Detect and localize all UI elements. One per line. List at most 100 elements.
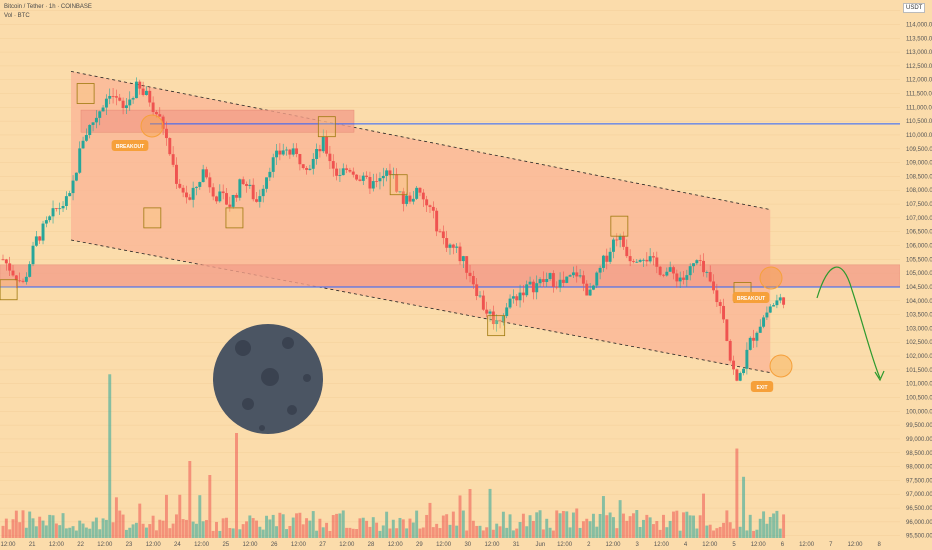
volume-bar — [195, 523, 198, 538]
candle-body — [581, 275, 585, 284]
volume-bar — [385, 511, 389, 538]
volume-bar — [745, 530, 749, 538]
volume-bar — [475, 525, 479, 538]
candle-body — [201, 169, 205, 183]
volume-bar — [638, 527, 642, 538]
volume-bar — [775, 510, 779, 538]
candle-body — [702, 260, 705, 273]
time-axis[interactable]: 12:00 21 12:00 22 12:00 23 12:00 24 12:00 25 12:00… — [0, 542, 881, 548]
volume-bar — [11, 519, 15, 538]
candle-body — [14, 275, 18, 281]
volume-bar — [211, 530, 215, 538]
moon-crater — [287, 405, 297, 415]
candle-body — [24, 276, 28, 282]
candle-body — [692, 263, 695, 267]
volume-bar — [278, 512, 282, 538]
price-tick-label: 109,000.00 — [906, 161, 932, 167]
candle-body — [84, 135, 88, 141]
moon-crater — [235, 340, 251, 356]
candle-body — [775, 300, 779, 306]
volume-bar — [395, 528, 399, 538]
volume-bar — [285, 529, 289, 538]
price-tick-label: 101,500.00 — [906, 368, 932, 374]
candle-body — [278, 150, 282, 155]
candle-body — [772, 305, 776, 307]
candle-body — [575, 272, 579, 277]
channel-lower-line — [70, 239, 771, 374]
volume-bar — [248, 515, 252, 538]
volume-bar — [94, 517, 98, 538]
candle-body — [765, 312, 769, 318]
candle-body — [71, 180, 75, 194]
time-tick-label: 4 — [684, 542, 688, 548]
candle-body — [251, 184, 255, 200]
candle-body — [48, 216, 52, 221]
volume-bar — [218, 530, 222, 538]
volume-bar — [545, 518, 549, 538]
volume-bar — [411, 522, 415, 538]
price-tick-label: 98,500.00 — [906, 451, 932, 457]
volume-bar — [508, 514, 512, 538]
volume-bar — [271, 514, 275, 538]
candle-body — [728, 340, 732, 361]
currency-unit-label[interactable]: USDT — [903, 3, 926, 13]
volume-bar — [161, 520, 165, 538]
volume-bar — [71, 526, 75, 538]
candle-body — [398, 191, 402, 193]
candle-body — [121, 100, 125, 108]
time-tick-label: 29 — [416, 542, 423, 548]
volume-bar — [521, 513, 525, 538]
candle-body — [44, 220, 48, 224]
candle-body — [568, 275, 572, 277]
volume-bar — [585, 518, 589, 538]
volume-bar — [208, 475, 212, 538]
volume-bar — [755, 529, 759, 538]
volume-bar — [185, 519, 188, 538]
candle-body — [341, 168, 345, 176]
candle-body — [598, 267, 602, 273]
volume-bar — [365, 520, 369, 538]
volume-bar — [98, 529, 102, 538]
candle-body — [478, 295, 482, 297]
candle-body — [21, 280, 25, 282]
volume-bar — [348, 527, 352, 538]
volume-bar — [24, 527, 28, 538]
volume-bar — [398, 517, 402, 538]
volume-bar — [325, 522, 329, 538]
time-tick-label: 5 — [732, 542, 736, 548]
volume-bar — [241, 524, 245, 538]
time-tick-label: 12:00 — [557, 542, 573, 548]
volume-bar — [571, 512, 575, 538]
volume-bar — [658, 529, 662, 538]
price-tick-label: 108,500.00 — [906, 174, 932, 180]
candle-body — [144, 90, 148, 95]
volume-bar — [78, 520, 82, 538]
candle-body — [565, 276, 569, 283]
volume-bar — [495, 523, 499, 538]
volume-bar — [1, 525, 5, 538]
volume-bar — [308, 520, 312, 538]
candle-body — [525, 284, 529, 296]
candle-body — [408, 195, 412, 202]
candle-body — [248, 184, 252, 186]
volume-bar — [361, 517, 365, 538]
price-tick-label: 96,000.00 — [906, 520, 932, 526]
moon-crater — [259, 425, 265, 431]
volume-bar — [611, 517, 615, 538]
volume-bar — [415, 510, 419, 538]
time-tick-label: 21 — [29, 542, 36, 548]
volume-bar — [8, 529, 12, 538]
volume-bar — [762, 511, 766, 538]
volume-bar — [38, 516, 42, 538]
volume-bar — [551, 530, 555, 538]
time-tick-label: 12:00 — [702, 542, 718, 548]
candle-body — [495, 320, 499, 325]
candle-body — [605, 255, 609, 262]
candle-body — [291, 148, 295, 155]
volume-bar — [675, 510, 679, 538]
volume-bar — [351, 528, 355, 538]
candle-body — [211, 187, 215, 197]
price-axis[interactable]: 95,500.00 96,000.00 96,500.00 97,000.00 97,5… — [900, 0, 932, 550]
volume-bar — [565, 511, 569, 538]
